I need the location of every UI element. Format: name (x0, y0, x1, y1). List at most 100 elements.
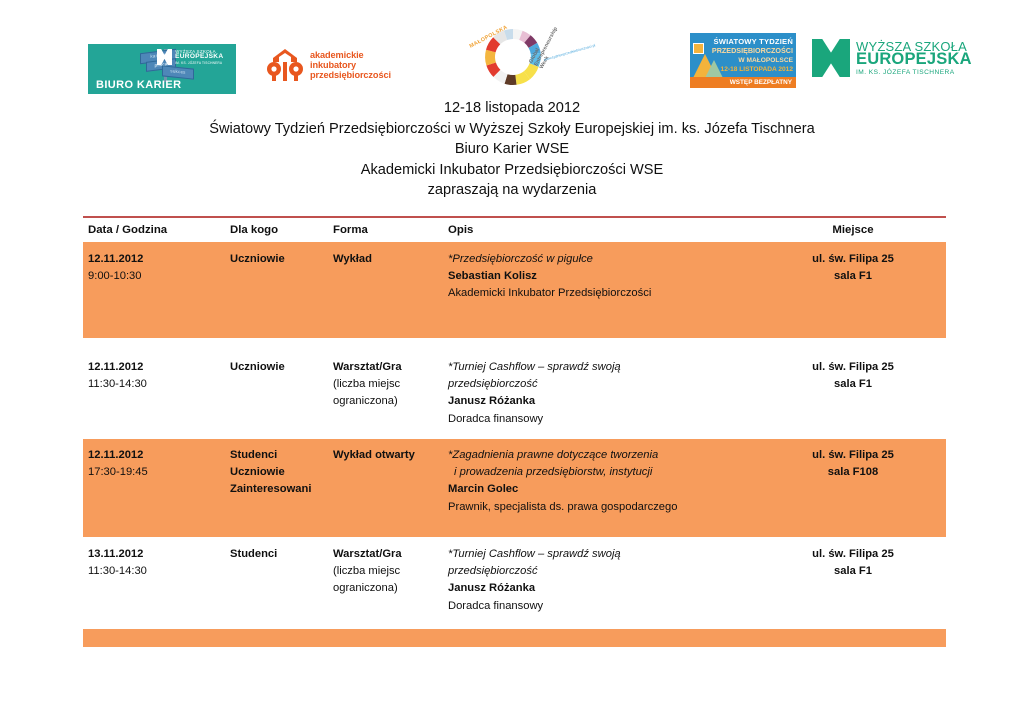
cell-date: 12.11.2012 9:00-10:30 (88, 242, 228, 286)
column-header-description: Opis (448, 223, 474, 236)
document-heading: 12-18 listopada 2012 Światowy Tydzień Pr… (0, 98, 1024, 201)
row-form-3: ograniczona) (333, 582, 398, 595)
cell-who: Studenci (230, 537, 330, 563)
aip-mark-icon (267, 49, 303, 81)
biuro-karier-wse-text: WYŻSZA SZKOŁA EUROPEJSKA IM. KS. JÓZEFA … (175, 49, 223, 66)
cell-date: 12.11.2012 17:30-19:45 (88, 439, 228, 482)
schedule-table: Data / Godzina Dla kogo Forma Opis Miejs… (83, 216, 946, 647)
badge-line4: 12-18 LISTOPADA 2012 (720, 66, 793, 74)
cell-date: 12.11.2012 11:30-14:30 (88, 353, 228, 394)
table-row: 13.11.2012 11:30-14:30 Studenci Warsztat… (83, 536, 946, 629)
cell-description: *Zagadnienia prawne dotyczące tworzenia … (448, 439, 753, 517)
row-time: 9:00-10:30 (88, 270, 142, 282)
cell-form: Warsztat/Gra (liczba miejsc ograniczona) (333, 353, 443, 411)
akademickie-inkubatory-logo: akademickie inkubatory przedsiębiorczośc… (266, 46, 391, 86)
row-date: 12.11.2012 (88, 252, 144, 265)
cell-place: ul. św. Filipa 25 sala F1 (760, 242, 946, 286)
cell-place: ul. św. Filipa 25 sala F108 (760, 439, 946, 482)
row-who-1: Studenci (230, 448, 278, 461)
cell-who: Studenci Uczniowie Zainteresowani (230, 439, 330, 499)
heading-line-biuro-karier: Biuro Karier WSE (454, 141, 570, 157)
table-row: 12.11.2012 11:30-14:30 Uczniowie Warszta… (83, 352, 946, 439)
row-time: 11:30-14:30 (88, 378, 147, 390)
table-header-row: Data / Godzina Dla kogo Forma Opis Miejs… (83, 218, 946, 242)
wse-wordmark-line1: WYŻSZA SZKOŁA (856, 39, 967, 54)
wse-x-icon (157, 49, 172, 65)
row-who-1: Uczniowie (230, 360, 285, 373)
row-desc-role: Doradca finansowy (448, 412, 544, 425)
row-form-1: Warsztat/Gra (333, 547, 402, 560)
cell-who: Uczniowie (230, 242, 330, 268)
wse-line1: WYŻSZA SZKOŁA (175, 49, 216, 54)
cell-who: Uczniowie (230, 353, 330, 376)
row-time: 11:30-14:30 (88, 565, 147, 577)
column-header-place: Miejsce (832, 223, 874, 236)
badge-line2: PRZEDSIĘBIORCZOŚCI (711, 46, 793, 56)
badge-free-entry-label: WSTĘP BEZPŁATNY (690, 77, 796, 88)
logo-band: kariera praca sukces WYŻSZA SZKOŁA EUROP… (0, 0, 1024, 100)
row-who-3: Zainteresowani (230, 483, 312, 496)
cell-place: ul. św. Filipa 25 sala F1 (760, 353, 946, 394)
row-desc-speaker: Marcin Golec (448, 483, 519, 496)
wse-wordmark: WYŻSZA SZKOŁA EUROPEJSKA IM. KS. JÓZEFA … (856, 40, 972, 79)
row-desc-title-2: i prowadzenia przedsiębiorstw, instytucj… (454, 466, 653, 478)
row-desc-title-1: *Przedsiębiorczość w pigułce (448, 252, 593, 265)
table-row: 12.11.2012 17:30-19:45 Studenci Uczniowi… (83, 438, 946, 537)
row-desc-speaker: Janusz Różanka (448, 582, 536, 595)
row-form-1: Wykład (333, 252, 372, 265)
row-who-2: Uczniowie (230, 466, 285, 478)
badge-line3: W MAŁOPOLSCE (738, 56, 793, 64)
row-form-1: Warsztat/Gra (333, 360, 402, 373)
cell-form: Warsztat/Gra (liczba miejsc ograniczona) (333, 537, 443, 598)
signpost-icon: kariera praca sukces (140, 47, 198, 82)
row-desc-title-1: *Zagadnienia prawne dotyczące tworzenia (448, 448, 659, 461)
row-desc-role: Akademicki Inkubator Przedsiębiorczości (448, 287, 652, 300)
row-desc-title-2: przedsiębiorczość (448, 565, 538, 577)
row-desc-speaker: Janusz Różanka (448, 395, 536, 408)
aip-text: akademickie inkubatory przedsiębiorczośc… (310, 50, 391, 80)
aip-line1: akademickie (310, 50, 364, 60)
row-desc-title-2: przedsiębiorczość (448, 378, 538, 390)
cell-date: 13.11.2012 11:30-14:30 (88, 537, 228, 581)
row-place-street: ul. św. Filipa 25 (812, 360, 894, 373)
badge-emblem-icon (693, 43, 704, 54)
heading-line-inkubator: Akademicki Inkubator Przedsiębiorczości … (360, 161, 664, 178)
row-place-street: ul. św. Filipa 25 (812, 252, 894, 265)
cell-place: ul. św. Filipa 25 sala F1 (760, 537, 946, 581)
cell-description: *Przedsiębiorczość w pigułce Sebastian K… (448, 242, 753, 303)
badge-line1: ŚWIATOWY TYDZIEŃ (713, 37, 793, 46)
row-form-2: (liczba miejsc (333, 565, 401, 577)
heading-line-invitation: zapraszają na wydarzenia (427, 182, 597, 198)
row-form-2: (liczba miejsc (333, 378, 401, 390)
badge-text: ŚWIATOWY TYDZIEŃ PRZEDSIĘBIORCZOŚCI W MA… (706, 37, 793, 75)
row-form-1: Wykład otwarty (333, 448, 415, 461)
row-place-room: sala F1 (834, 270, 872, 282)
wse-wordmark-line2: EUROPEJSKA (856, 50, 972, 68)
table-row-gap (83, 337, 946, 353)
aip-line3: przedsiębiorczości (310, 70, 391, 80)
biuro-karier-logo: kariera praca sukces WYŻSZA SZKOŁA EUROP… (88, 44, 236, 94)
gew-ring-icon (485, 29, 541, 86)
heading-line-dates: 12-18 listopada 2012 (443, 100, 581, 116)
heading-line-event: Światowy Tydzień Przedsiębiorczości w Wy… (209, 120, 815, 137)
row-time: 17:30-19:45 (88, 466, 148, 478)
row-desc-role: Doradca finansowy (448, 599, 544, 612)
row-desc-role: Prawnik, specjalista ds. prawa gospodarc… (448, 500, 678, 513)
aip-line2: inkubatory (310, 60, 356, 70)
table-top-rule (83, 216, 946, 218)
column-header-form: Forma (333, 223, 368, 236)
row-place-room: sala F1 (834, 378, 872, 390)
table-row: 12.11.2012 9:00-10:30 Uczniowie Wykład *… (83, 241, 946, 338)
row-place-room: sala F108 (827, 466, 879, 478)
cell-description: *Turniej Cashflow – sprawdź swoją przeds… (448, 537, 753, 616)
table-row-continuation-band (83, 628, 946, 647)
biuro-karier-wse-mark: WYŻSZA SZKOŁA EUROPEJSKA IM. KS. JÓZEFA … (157, 49, 231, 66)
cell-description: *Turniej Cashflow – sprawdź swoją przeds… (448, 353, 753, 429)
row-date: 12.11.2012 (88, 360, 144, 373)
wse-wordmark-line3: IM. KS. JÓZEFA TISCHNERA (856, 69, 955, 76)
cell-form: Wykład otwarty (333, 439, 443, 464)
global-entrepreneurship-week-logo: MAŁOPOLSKA Global Entrepreneurship Week … (469, 22, 600, 94)
swiatowy-tydzien-badge: ŚWIATOWY TYDZIEŃ PRZEDSIĘBIORCZOŚCI W MA… (690, 33, 796, 88)
row-desc-title-1: *Turniej Cashflow – sprawdź swoją (448, 360, 621, 373)
column-header-date: Data / Godzina (88, 223, 168, 236)
